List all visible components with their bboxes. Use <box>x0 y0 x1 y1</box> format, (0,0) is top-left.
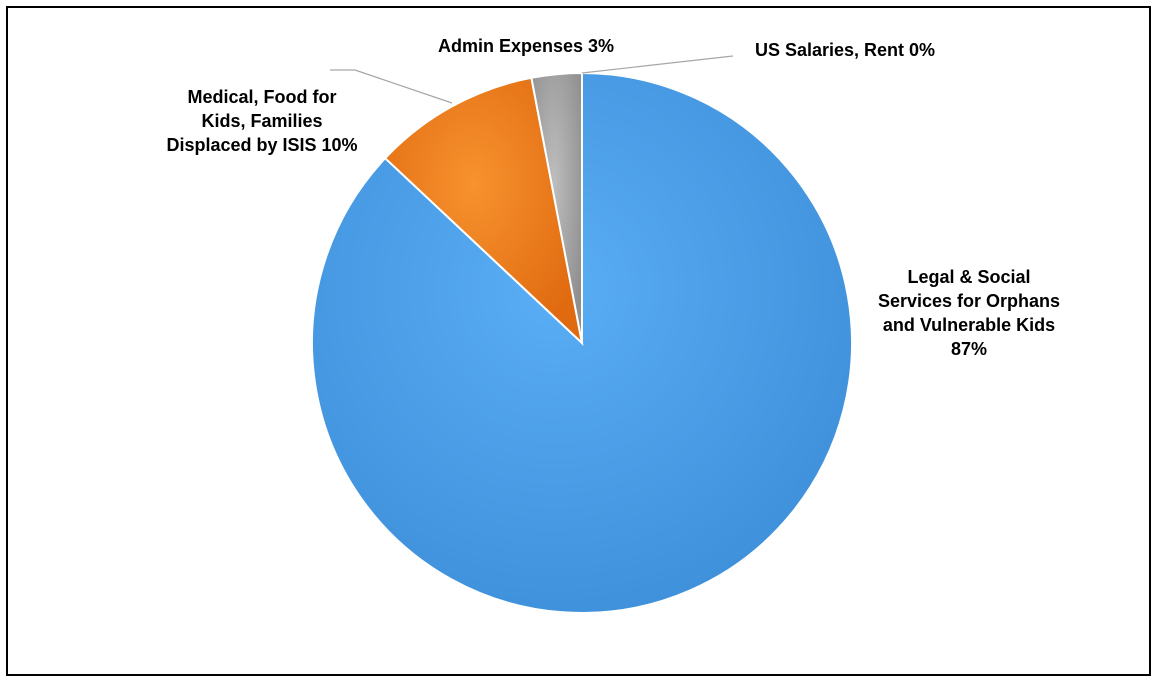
slice-label-1: Legal & Social Services for Orphans and Vu… <box>878 267 1060 359</box>
leader-lines-layer <box>330 55 734 104</box>
slice-label-3: Admin Expenses 3% <box>438 36 614 56</box>
leader-line-4 <box>581 55 734 74</box>
labels-layer: Legal & Social Services for Orphans and Vu… <box>166 36 1060 359</box>
slice-label-line: Kids, Families <box>201 111 322 131</box>
slice-label-line: US Salaries, Rent 0% <box>755 40 935 60</box>
slice-label-line: Medical, Food for <box>187 87 336 107</box>
pie-slice-2 <box>383 76 584 346</box>
slice-label-line: Legal & Social <box>907 267 1030 287</box>
slice-label-line: Services for Orphans <box>878 291 1060 311</box>
slice-label-line: and Vulnerable Kids <box>883 315 1055 335</box>
leader-line-2 <box>330 69 453 104</box>
slices-layer <box>311 71 853 614</box>
slice-label-line: Admin Expenses 3% <box>438 36 614 56</box>
pie-slice-3 <box>530 71 583 344</box>
slice-label-line: Displaced by ISIS 10% <box>166 135 357 155</box>
slice-label-line: 87% <box>951 339 987 359</box>
slice-label-4: US Salaries, Rent 0% <box>755 40 935 60</box>
slice-label-2: Medical, Food for Kids, Families Displaced… <box>166 87 357 155</box>
